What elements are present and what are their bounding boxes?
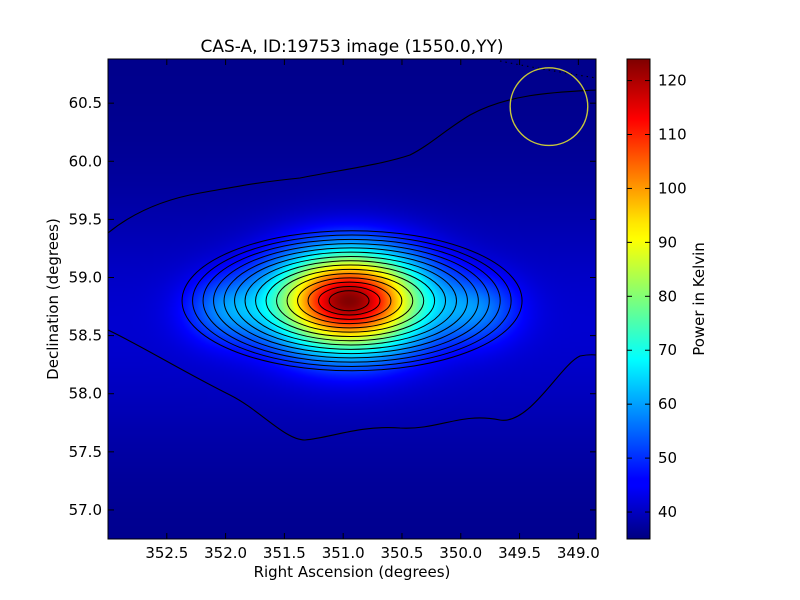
y-tick-label: 57.5	[69, 443, 102, 461]
plot-frame	[107, 58, 597, 540]
x-tick-label: 352.5	[145, 544, 188, 562]
x-axis-ticks: 352.5 352.0 351.5 351.0 350.5 350.0 349.5 349.0	[145, 59, 600, 562]
colorbar-tick-label: 70	[658, 341, 677, 359]
source-contour-line	[223, 247, 479, 355]
colorbar-tick-label: 90	[658, 233, 677, 251]
y-axis-label: Declination (degrees)	[44, 218, 62, 380]
colorbar: 40 50 60 70 80 90 100 110 120 Power in Kelvin	[626, 58, 708, 540]
colorbar-tick-label: 40	[658, 503, 677, 521]
source-contour-line	[244, 255, 457, 346]
contour-lines	[108, 60, 596, 441]
x-axis-label: Right Ascension (degrees)	[254, 563, 451, 581]
colorbar-ticks: 40 50 60 70 80 90 100 110 120	[627, 72, 687, 521]
y-tick-label: 60.0	[69, 152, 102, 170]
y-tick-label: 60.5	[69, 94, 102, 112]
source-contour-line	[297, 277, 403, 325]
x-tick-label: 349.0	[557, 544, 600, 562]
beam-marker	[509, 67, 589, 147]
y-tick-label: 58.0	[69, 385, 102, 403]
colorbar-tick-label: 80	[658, 287, 677, 305]
colorbar-tick-label: 100	[658, 179, 687, 197]
colorbar-tick-label: 120	[658, 72, 687, 90]
x-tick-label: 350.5	[380, 544, 423, 562]
y-tick-label: 58.5	[69, 327, 102, 345]
colorbar-tick-label: 110	[658, 126, 687, 144]
source-contours	[181, 230, 523, 372]
colorbar-gradient	[626, 58, 651, 540]
heatmap-image	[108, 59, 596, 539]
source-contour-line	[255, 260, 447, 342]
source-contour-line	[307, 281, 392, 320]
x-tick-label: 349.5	[498, 544, 541, 562]
colorbar-tick-label: 60	[658, 395, 677, 413]
source-contour-line	[234, 251, 468, 350]
source-contour-line	[181, 230, 523, 372]
colorbar-tick-label: 50	[658, 449, 677, 467]
x-tick-label: 351.5	[263, 544, 306, 562]
source-contour-line	[265, 264, 436, 337]
y-axis-ticks: 57.0 57.5 58.0 58.5 59.0 59.5 60.0 60.5	[69, 94, 596, 519]
x-tick-label: 350.0	[439, 544, 482, 562]
y-tick-label: 57.0	[69, 501, 102, 519]
source-contour-line	[213, 243, 490, 359]
contour-outer-lower	[108, 329, 596, 441]
source-contour-line	[192, 234, 512, 367]
source-contour-line	[276, 268, 425, 333]
source-contour-line	[286, 273, 414, 329]
source-contour-line	[318, 285, 381, 316]
x-tick-label: 351.0	[322, 544, 365, 562]
y-tick-label: 59.0	[69, 268, 102, 286]
contour-outer-upper	[108, 89, 596, 234]
source-contour-line	[202, 238, 501, 363]
y-tick-label: 59.5	[69, 210, 102, 228]
x-tick-label: 352.0	[204, 544, 247, 562]
colorbar-label: Power in Kelvin	[690, 242, 708, 356]
source-contour-line	[328, 290, 370, 312]
heatmap-plot-area	[107, 58, 597, 540]
chart-title: CAS-A, ID:19753 image (1550.0,YY)	[200, 37, 503, 57]
